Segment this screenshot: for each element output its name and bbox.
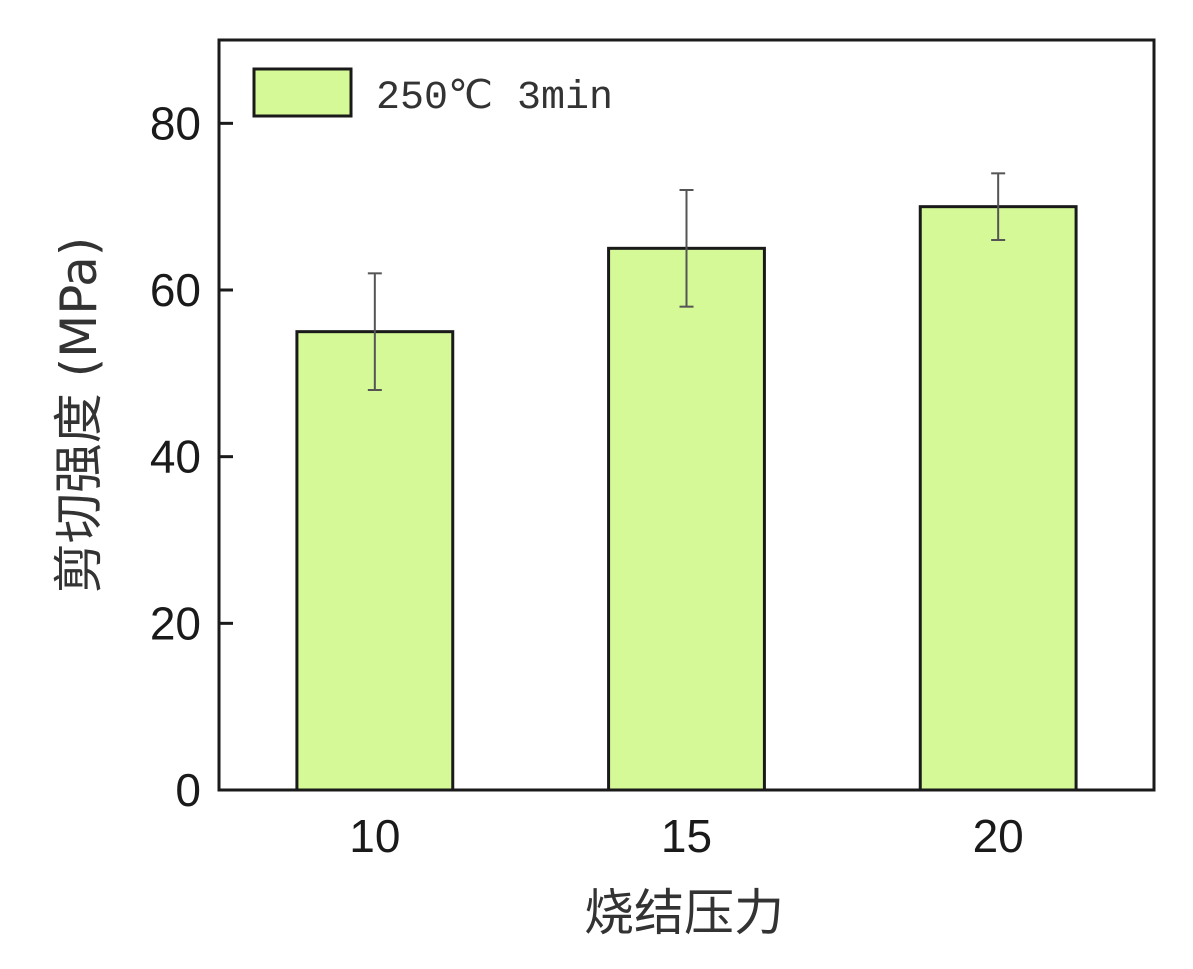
bar-15 (607, 246, 766, 792)
y-tick-label: 80 (150, 97, 201, 149)
bar-20 (918, 205, 1078, 792)
y-tick-label: 20 (150, 597, 201, 649)
x-tick-label: 15 (661, 810, 712, 862)
legend-swatch (252, 67, 353, 118)
y-tick-label: 60 (150, 264, 201, 316)
x-axis: 10 15 20 (349, 776, 1024, 862)
error-bars (367, 172, 1006, 391)
x-tick-label: 10 (349, 810, 400, 862)
x-axis-label: 烧结压力 (584, 884, 784, 942)
y-tick-label: 0 (175, 764, 201, 816)
legend: 250℃ 3min (252, 67, 613, 121)
legend-label: 250℃ 3min (376, 76, 613, 121)
bar-10 (295, 330, 455, 792)
bar-series (295, 205, 1078, 792)
x-tick-label: 20 (973, 810, 1024, 862)
y-tick-label: 40 (150, 431, 201, 483)
y-axis: 0 20 40 60 80 (150, 97, 233, 816)
y-axis-label: 剪切强度 (MPa) (50, 237, 108, 594)
